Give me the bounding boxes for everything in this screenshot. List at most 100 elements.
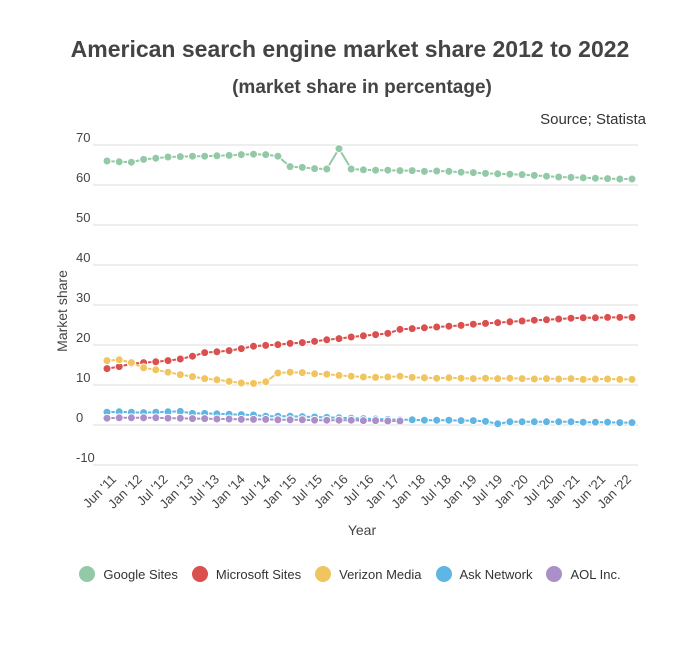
- data-point: [236, 344, 246, 354]
- data-point: [236, 378, 246, 388]
- data-point: [163, 356, 173, 366]
- data-point: [444, 166, 454, 176]
- y-tick-labels: 70 60 50 40 30 20 10 0 -10: [76, 130, 95, 465]
- data-point: [200, 414, 210, 424]
- data-point: [590, 313, 600, 323]
- data-point: [578, 374, 588, 384]
- y-tick-label: 50: [76, 210, 90, 225]
- legend-label: Google Sites: [103, 566, 178, 582]
- y-tick-label: 10: [76, 370, 90, 385]
- data-point: [126, 413, 136, 423]
- data-point: [139, 363, 149, 373]
- data-point: [163, 413, 173, 423]
- data-point: [126, 157, 136, 167]
- data-point: [395, 371, 405, 381]
- data-point: [346, 332, 356, 342]
- data-point: [590, 417, 600, 427]
- data-point: [236, 414, 246, 424]
- data-point: [542, 374, 551, 384]
- data-point: [627, 312, 637, 322]
- data-point: [261, 150, 271, 160]
- data-point: [334, 415, 344, 425]
- data-point: [188, 372, 197, 382]
- data-point: [224, 346, 234, 356]
- data-point: [212, 375, 222, 385]
- data-point: [481, 318, 490, 328]
- data-point: [285, 162, 295, 172]
- data-point: [603, 312, 613, 322]
- data-point: [310, 415, 320, 425]
- data-point: [261, 377, 271, 387]
- data-point: [285, 367, 295, 377]
- data-point: [151, 357, 161, 367]
- legend: Google Sites Microsoft Sites Verizon Media…: [0, 566, 700, 582]
- data-point: [371, 372, 381, 382]
- data-point: [468, 319, 478, 329]
- data-point: [627, 174, 637, 184]
- data-point: [297, 415, 307, 425]
- data-point: [346, 415, 356, 425]
- data-point: [578, 417, 588, 427]
- data-point: [334, 334, 344, 344]
- data-point: [529, 417, 539, 427]
- data-point: [603, 174, 613, 184]
- data-point: [322, 415, 332, 425]
- data-point: [468, 416, 478, 426]
- data-point: [566, 417, 576, 427]
- data-point: [432, 166, 442, 176]
- y-axis-title: Market share: [54, 270, 70, 352]
- data-point: [578, 173, 588, 183]
- data-point: [432, 373, 442, 383]
- data-point: [358, 331, 368, 341]
- legend-label: AOL Inc.: [570, 566, 621, 582]
- data-point: [444, 321, 454, 331]
- data-point: [627, 418, 637, 428]
- data-point: [407, 324, 417, 334]
- data-point: [529, 374, 539, 384]
- data-point: [468, 374, 478, 384]
- data-point: [542, 171, 551, 181]
- data-point: [212, 414, 222, 424]
- data-point: [126, 358, 136, 368]
- data-point: [419, 323, 429, 333]
- data-point: [383, 372, 393, 382]
- data-point: [615, 374, 625, 384]
- data-point: [371, 330, 381, 340]
- data-point: [566, 374, 576, 384]
- legend-label: Microsoft Sites: [215, 566, 302, 582]
- data-point: [566, 172, 576, 182]
- data-point: [322, 335, 332, 345]
- data-point: [273, 151, 283, 161]
- y-tick-label: 20: [76, 330, 90, 345]
- data-point: [407, 415, 417, 425]
- legend-label: Ask Network: [459, 566, 533, 582]
- data-point: [444, 373, 454, 383]
- data-point: [102, 356, 112, 366]
- data-point: [297, 368, 307, 378]
- data-point: [481, 168, 490, 178]
- y-tick-label: 30: [76, 290, 90, 305]
- data-point: [493, 374, 503, 384]
- data-point: [615, 312, 625, 322]
- data-point: [383, 165, 393, 175]
- legend-item: Google Sites: [79, 566, 178, 582]
- data-point: [224, 376, 234, 386]
- data-point: [175, 370, 185, 380]
- data-point: [395, 416, 405, 426]
- data-point: [407, 166, 417, 176]
- series-line-0: [106, 146, 632, 180]
- data-point: [334, 144, 344, 154]
- data-point: [419, 373, 429, 383]
- data-point: [273, 340, 283, 350]
- chart-title: American search engine market share 2012…: [70, 36, 630, 62]
- x-axis-title: Year: [348, 522, 377, 538]
- data-point: [114, 157, 124, 167]
- legend-item: Ask Network: [435, 566, 533, 582]
- data-point: [151, 153, 161, 163]
- data-point: [578, 313, 588, 323]
- chart-subtitle: (market share in percentage): [232, 77, 492, 98]
- data-point: [102, 364, 112, 374]
- data-point: [517, 374, 527, 384]
- data-point: [102, 413, 112, 423]
